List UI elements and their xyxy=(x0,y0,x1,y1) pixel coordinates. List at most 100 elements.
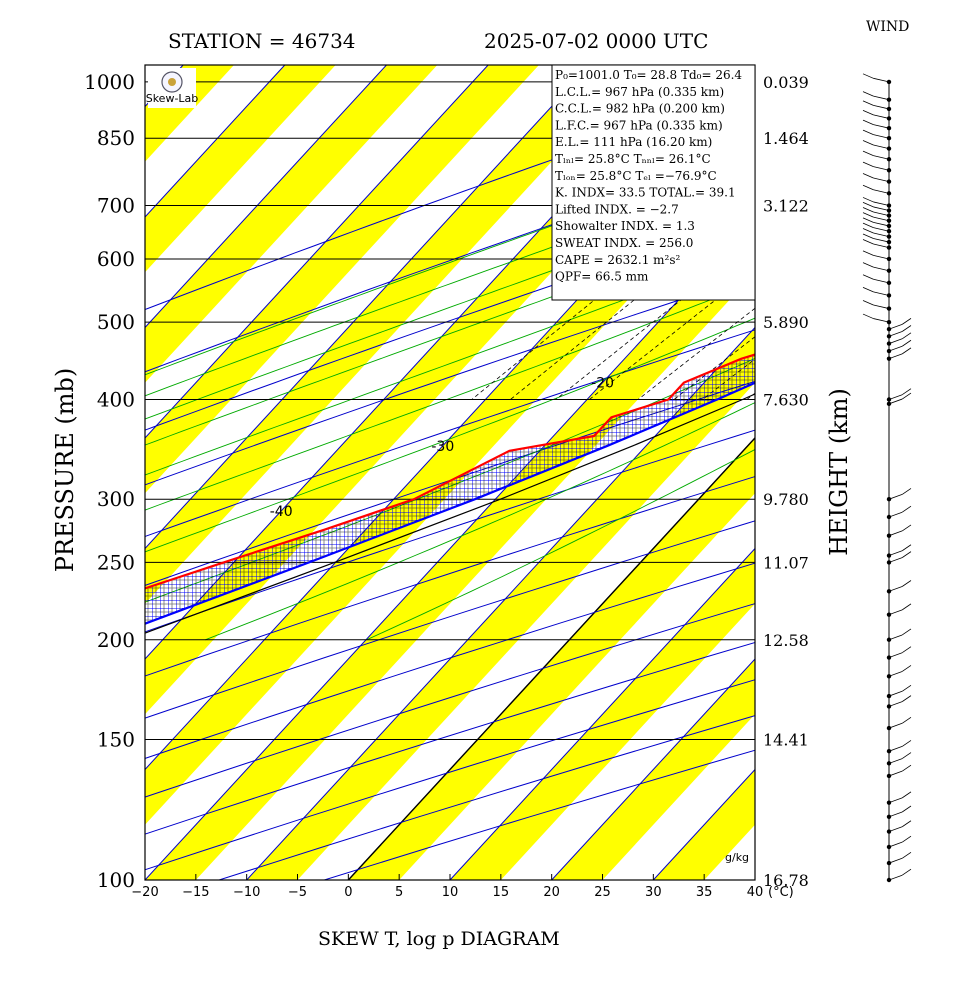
moist-adiabat xyxy=(145,249,755,476)
height-tick-label: 5.890 xyxy=(763,313,809,332)
pressure-tick-label: 250 xyxy=(97,550,135,574)
index-line: K. INDX= 33.5 TOTAL.= 39.1 xyxy=(555,186,736,200)
pressure-tick-label: 400 xyxy=(97,388,135,412)
wind-barb-feather xyxy=(901,505,912,513)
height-tick-label: 16.78 xyxy=(763,871,809,890)
temp-unit-label: (°C) xyxy=(768,885,794,900)
wind-barb-staff xyxy=(888,758,903,764)
logo-seal-center xyxy=(168,78,176,86)
height-axis-title: HEIGHT (km) xyxy=(825,388,853,556)
wind-barb-staff xyxy=(888,841,903,848)
wind-barb-staff xyxy=(873,216,890,222)
wind-barb-staff xyxy=(873,95,890,101)
index-line: Showalter INDX. = 1.3 xyxy=(555,219,695,233)
moist-adiabat xyxy=(366,448,755,641)
wind-barb-staff xyxy=(888,874,903,881)
pressure-tick-label: 700 xyxy=(97,194,135,218)
wind-barb-staff xyxy=(888,338,903,344)
wind-barb-staff xyxy=(873,134,890,139)
wind-barb-feather xyxy=(862,150,874,157)
temperature-tick-label: 5 xyxy=(395,885,403,900)
wind-barb-feather xyxy=(862,173,874,179)
wind-dot xyxy=(886,97,892,102)
wind-barb-staff xyxy=(873,243,890,248)
wind-barb-feather xyxy=(862,212,874,218)
height-tick-label: 7.630 xyxy=(763,391,809,410)
mixing-ratio-line xyxy=(853,65,960,400)
isotherm-band xyxy=(0,65,31,880)
wind-barb-feather xyxy=(901,544,912,552)
wind-barb-feather xyxy=(862,233,874,239)
mixing-ratio-line xyxy=(746,392,755,400)
pressure-tick-label: 600 xyxy=(97,247,135,271)
wind-barb-feather xyxy=(901,388,912,396)
isotherm-line xyxy=(145,65,591,550)
wind-barb-staff xyxy=(873,278,890,284)
wind-barb-staff xyxy=(888,652,903,658)
height-tick-label: 11.07 xyxy=(763,553,809,572)
index-line: QPF= 66.5 mm xyxy=(555,270,649,284)
isotherm-line xyxy=(857,65,960,880)
wind-barb-feather xyxy=(862,313,874,319)
wind-barb-feather xyxy=(901,665,912,672)
isotherm-line xyxy=(145,65,489,439)
wind-barb-staff xyxy=(888,494,903,500)
wind-barb-staff xyxy=(873,238,890,243)
wind-barb-staff xyxy=(873,177,890,183)
pressure-tick-label: 500 xyxy=(97,310,135,334)
wind-barb-feather xyxy=(901,332,912,340)
wind-barb-staff xyxy=(888,690,903,697)
temperature-profile-line xyxy=(145,353,755,590)
wind-barb-staff xyxy=(888,511,903,518)
wind-barb-feather xyxy=(901,835,912,843)
moist-adiabat xyxy=(145,317,755,553)
pressure-tick-labels: 100 150 200 250 300 400 500 600 700 850 1000 xyxy=(84,70,135,892)
mixing-ratio-line xyxy=(928,65,960,400)
index-line: Lifted INDX. = −2.7 xyxy=(555,202,679,216)
wind-barb-feather xyxy=(901,820,912,828)
index-line: E.L.= 111 hPa (16.20 km) xyxy=(555,135,712,149)
moist-adiabat xyxy=(145,152,755,376)
wind-barb-staff xyxy=(888,671,903,677)
isotherm-label: -40 xyxy=(270,504,293,520)
pressure-tick-label: 150 xyxy=(97,727,135,751)
wind-barb-feather xyxy=(901,628,912,636)
index-line: Tₗₙₗ= 25.8°C Tₙₙₗ= 26.1°C xyxy=(555,152,711,166)
wind-barb-staff xyxy=(888,331,903,337)
wind-barb-feather xyxy=(862,287,874,293)
temperature-tick-label: −15 xyxy=(182,885,209,900)
wind-barb-staff xyxy=(873,232,890,237)
isotherm-line xyxy=(449,547,755,880)
wind-barb-staff xyxy=(888,722,903,729)
temperature-tick-label: 25 xyxy=(594,885,611,900)
wind-barb-feather xyxy=(901,764,912,772)
wind-barb-feather xyxy=(862,73,874,79)
wind-barb-staff xyxy=(873,304,890,309)
temperature-tick-label: −5 xyxy=(288,885,307,900)
wind-barb-feather xyxy=(901,646,912,654)
pressure-tick-label: 200 xyxy=(97,628,135,652)
height-tick-label: 9.780 xyxy=(763,490,809,509)
temperature-tick-label: 0 xyxy=(344,885,352,900)
wind-barb-feather xyxy=(862,197,874,203)
wind-barb-staff xyxy=(888,586,903,592)
isotherm-label: -30 xyxy=(431,439,454,455)
wind-barb-feather xyxy=(862,262,874,268)
wind-barb-staff xyxy=(888,609,903,616)
wind-barb-feather xyxy=(901,805,912,813)
temperature-tick-label: 30 xyxy=(645,885,662,900)
mixing-ratio-line xyxy=(555,240,755,400)
height-tick-label: 3.122 xyxy=(763,197,809,216)
wind-barb-staff xyxy=(888,634,903,641)
wind-profile xyxy=(862,73,912,883)
dry-adiabat xyxy=(145,520,755,719)
height-tick-labels: 16.78 14.41 12.58 11.07 9.780 7.630 5.890 3.122… xyxy=(763,73,809,890)
station-logo: Skew-Lab xyxy=(146,68,198,108)
temperature-tick-label: 35 xyxy=(696,885,713,900)
wind-barb-staff xyxy=(873,254,890,260)
wind-barb-staff xyxy=(873,211,890,216)
temperature-tick-label: 40 xyxy=(747,885,764,900)
wind-barb-staff xyxy=(888,826,903,832)
wind-barb-feather xyxy=(862,140,874,146)
